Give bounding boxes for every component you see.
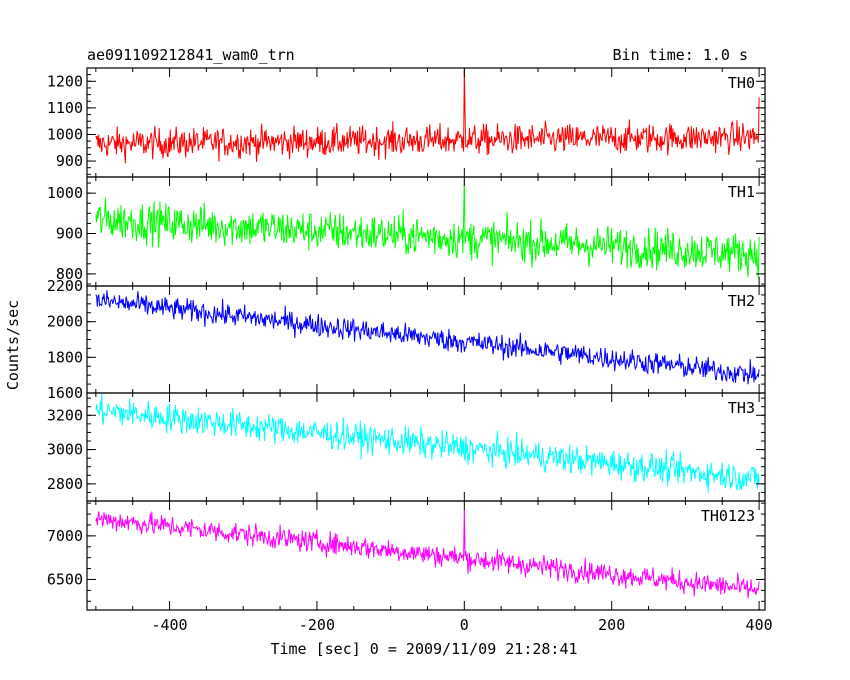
y-tick-label: 6500 — [47, 570, 83, 588]
panel-th3: 2800 3000 3200 TH3 — [47, 392, 766, 502]
panel-th0123: 6500 7000 TH0123 — [47, 500, 766, 611]
panel-label: TH1 — [728, 183, 755, 201]
panel-label: TH0 — [728, 74, 755, 92]
panel-th0: 900 1000 1100 1200 TH0 — [47, 67, 766, 178]
panel-frame — [86, 67, 766, 178]
y-tick-label: 900 — [56, 152, 83, 170]
y-axis-label: Counts/sec — [4, 300, 22, 390]
y-tick-label: 3000 — [47, 441, 83, 459]
y-tick-label: 1000 — [47, 184, 83, 202]
y-tick-label: 2800 — [47, 475, 83, 493]
series-line-th2 — [95, 290, 760, 385]
panels: 900 1000 1100 1200 TH0 800 900 1000 TH1 1600 1800 2… — [47, 67, 773, 634]
x-tick-label: -400 — [151, 616, 187, 634]
series-line-th3 — [95, 393, 760, 493]
chart-title: ae091109212841_wam0_trn — [87, 46, 295, 64]
y-tick-label: 1800 — [47, 348, 83, 366]
x-tick-label: 400 — [746, 616, 773, 634]
panel-label: TH3 — [728, 399, 755, 417]
panel-th1: 800 900 1000 TH1 — [47, 176, 766, 287]
series-line-th0 — [95, 68, 760, 164]
x-axis-label: Time [sec] 0 = 2009/11/09 21:28:41 — [270, 640, 577, 658]
x-tick-label: 200 — [598, 616, 625, 634]
y-tick-label: 3200 — [47, 406, 83, 424]
panel-frame — [86, 500, 766, 611]
series-line-th0123 — [95, 509, 760, 599]
y-tick-label: 7000 — [47, 527, 83, 545]
y-tick-label: 1600 — [47, 384, 83, 402]
x-tick-label: 0 — [460, 616, 469, 634]
y-tick-label: 1200 — [47, 72, 83, 90]
bin-time-label: Bin time: 1.0 s — [613, 46, 748, 64]
y-tick-label: 2200 — [47, 277, 83, 295]
series-line-th1 — [95, 177, 760, 279]
x-tick-label: -200 — [299, 616, 335, 634]
y-tick-label: 800 — [56, 265, 83, 283]
panel-th2: 1600 1800 2000 2200 TH2 — [47, 277, 766, 402]
y-tick-label: 1100 — [47, 99, 83, 117]
y-tick-label: 1000 — [47, 125, 83, 143]
y-tick-label: 900 — [56, 225, 83, 243]
panel-label: TH2 — [728, 292, 755, 310]
panel-label: TH0123 — [701, 507, 755, 525]
y-tick-label: 2000 — [47, 313, 83, 331]
